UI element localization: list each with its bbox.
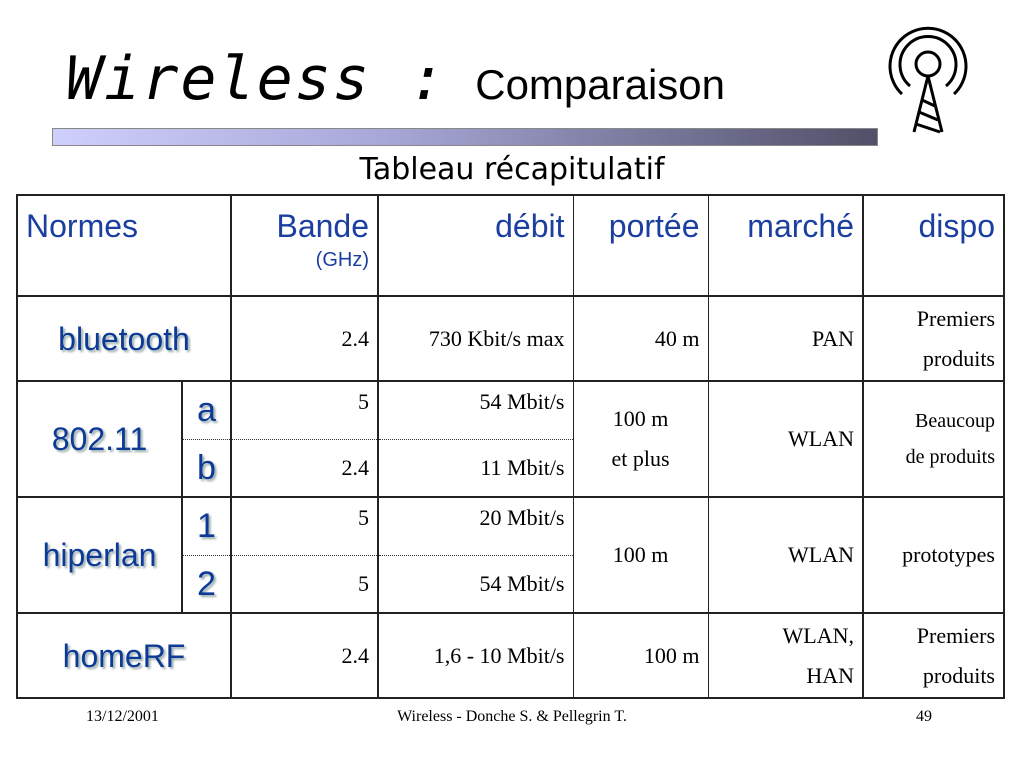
cell-marche: PAN xyxy=(707,295,864,382)
table-row-bluetooth: bluetooth 2.4 730 Kbit/s max 40 m PAN Pr… xyxy=(16,295,1005,382)
title-sub: Comparaison xyxy=(475,61,726,108)
variant-label: a xyxy=(181,380,232,440)
cell-debit: 54 Mbit/s xyxy=(377,554,574,614)
norm-name: 802.11 xyxy=(16,380,183,498)
header-row: Normes Bande (GHz) débit portée marché di… xyxy=(16,194,1005,297)
cell-dispo: Premiers produits xyxy=(862,612,1005,699)
cell-debit: 20 Mbit/s xyxy=(377,496,574,556)
cell-bande: 2.4 xyxy=(230,295,379,382)
table-row-hiperlan2: 2 5 54 Mbit/s xyxy=(17,554,1004,614)
variant-label: 2 xyxy=(181,554,232,614)
cell-dispo: prototypes xyxy=(862,496,1005,614)
cell-debit: 1,6 - 10 Mbit/s xyxy=(377,612,574,699)
header-bande: Bande (GHz) xyxy=(230,194,379,297)
cell-marche: WLAN, HAN xyxy=(707,612,864,699)
cell-bande: 5 xyxy=(230,380,379,440)
cell-bande: 2.4 xyxy=(230,438,379,498)
header-debit: débit xyxy=(377,194,574,297)
cell-bande: 5 xyxy=(230,554,379,614)
footer-date: 13/12/2001 xyxy=(86,708,159,725)
title-underline-bar xyxy=(52,128,878,146)
variant-label: b xyxy=(181,438,232,498)
norm-name: homeRF xyxy=(16,612,232,699)
table-row-homerf: homeRF 2.4 1,6 - 10 Mbit/s 100 m WLAN, HA… xyxy=(16,612,1005,699)
cell-bande: 2.4 xyxy=(230,612,379,699)
radio-tower-icon xyxy=(888,26,968,134)
header-dispo: dispo xyxy=(862,194,1005,297)
cell-bande: 5 xyxy=(230,496,379,556)
variant-label: 1 xyxy=(181,496,232,556)
cell-portee: 40 m xyxy=(572,295,709,382)
slide-title: Wireless : Comparaison xyxy=(66,44,725,114)
cell-portee: 100 m et plus xyxy=(572,380,709,498)
cell-marche: WLAN xyxy=(707,496,864,614)
cell-marche: WLAN xyxy=(707,380,864,498)
footer-authors: Wireless - Donche S. & Pellegrin T. xyxy=(397,708,627,725)
title-main: Wireless : xyxy=(66,44,448,114)
cell-debit: 54 Mbit/s xyxy=(377,380,574,440)
header-portee: portée xyxy=(572,194,709,297)
cell-portee: 100 m xyxy=(572,612,709,699)
table-row-hiperlan1: hiperlan 1 5 20 Mbit/s 100 m WLAN protot… xyxy=(16,496,1005,614)
header-marche: marché xyxy=(707,194,864,297)
table-row-802-11b: b 2.4 11 Mbit/s xyxy=(17,438,1004,498)
page-number: 49 xyxy=(916,708,932,725)
comparison-table: Normes Bande (GHz) débit portée marché di… xyxy=(16,194,1005,699)
cell-debit: 11 Mbit/s xyxy=(377,438,574,498)
norm-name: hiperlan xyxy=(16,496,183,614)
cell-debit: 730 Kbit/s max xyxy=(377,295,574,382)
table-subtitle: Tableau récapitulatif xyxy=(359,152,665,187)
header-bande-unit: (GHz) xyxy=(315,249,369,271)
cell-dispo: Premiers produits xyxy=(862,295,1005,382)
table-row-802-11a: 802.11 a 5 54 Mbit/s 100 m et plus WLAN B… xyxy=(16,380,1005,498)
norm-name: bluetooth xyxy=(16,295,232,382)
cell-portee: 100 m xyxy=(572,496,709,614)
header-normes: Normes xyxy=(16,194,232,297)
cell-dispo: Beaucoup de produits xyxy=(862,380,1005,498)
